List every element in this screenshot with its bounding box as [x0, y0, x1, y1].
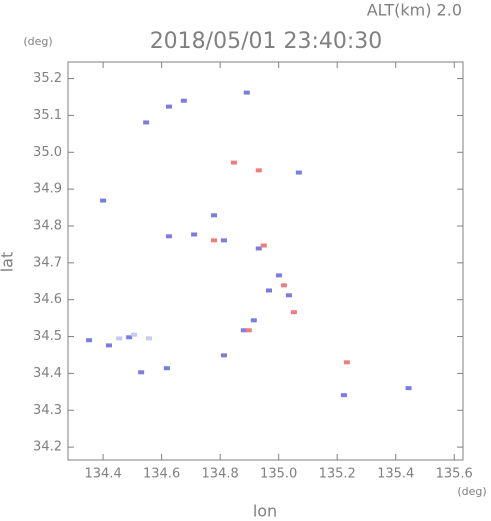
- chart-title: 2018/05/01 23:40:30: [150, 29, 383, 54]
- echo: [243, 90, 250, 95]
- echo: [165, 234, 172, 239]
- x-tick-label: 135.6: [436, 467, 473, 482]
- echo: [266, 288, 273, 293]
- echo: [131, 332, 138, 337]
- y-tick-label: 35.2: [33, 71, 62, 86]
- x-axis-label: lon: [253, 502, 277, 521]
- echo: [255, 168, 262, 173]
- echo: [86, 338, 93, 343]
- x-unit: (deg): [457, 485, 486, 498]
- echo: [230, 160, 237, 165]
- echo: [220, 353, 227, 358]
- x-tick-label: 134.8: [202, 467, 239, 482]
- echo: [138, 370, 145, 375]
- altitude-label: ALT(km) 2.0: [367, 1, 462, 20]
- x-tick-label: 135.2: [319, 467, 356, 482]
- echo: [285, 293, 292, 298]
- x-tick-label: 134.4: [85, 467, 122, 482]
- echo: [340, 393, 347, 398]
- y-tick-label: 34.5: [33, 329, 62, 344]
- echo: [105, 343, 112, 348]
- y-tick-label: 34.3: [33, 403, 62, 418]
- echo: [255, 246, 262, 251]
- y-tick-label: 35.1: [33, 108, 62, 123]
- y-tick-label: 34.7: [33, 255, 62, 270]
- y-axis-label: lat: [0, 252, 17, 273]
- echo: [280, 283, 287, 288]
- echo: [343, 360, 350, 365]
- echo: [211, 213, 218, 218]
- x-tick-label: 135.4: [377, 467, 414, 482]
- y-tick-label: 34.8: [33, 218, 62, 233]
- echo: [211, 238, 218, 243]
- echo: [290, 310, 297, 315]
- y-tick-label: 34.6: [33, 292, 62, 307]
- x-tick-label: 134.6: [143, 467, 180, 482]
- plot-frame: [67, 61, 464, 461]
- echo: [165, 104, 172, 109]
- echo: [240, 328, 247, 333]
- echo: [191, 232, 198, 237]
- echo: [126, 335, 133, 340]
- echo: [180, 98, 187, 103]
- echo: [245, 328, 252, 333]
- y-tick-label: 34.9: [33, 182, 62, 197]
- echo: [295, 170, 302, 175]
- echo: [250, 318, 257, 323]
- echo: [163, 366, 170, 371]
- echo: [220, 238, 227, 243]
- x-tick-label: 135.0: [260, 467, 297, 482]
- echo: [100, 198, 107, 203]
- y-tick-label: 34.2: [33, 440, 62, 455]
- y-unit: (deg): [23, 35, 52, 48]
- echo: [260, 243, 267, 248]
- echo: [146, 336, 153, 341]
- echo: [116, 336, 123, 341]
- y-tick-label: 35.0: [33, 145, 62, 160]
- y-tick-label: 34.4: [33, 366, 62, 381]
- echo: [405, 386, 412, 391]
- echo: [143, 120, 150, 125]
- echo: [275, 273, 282, 278]
